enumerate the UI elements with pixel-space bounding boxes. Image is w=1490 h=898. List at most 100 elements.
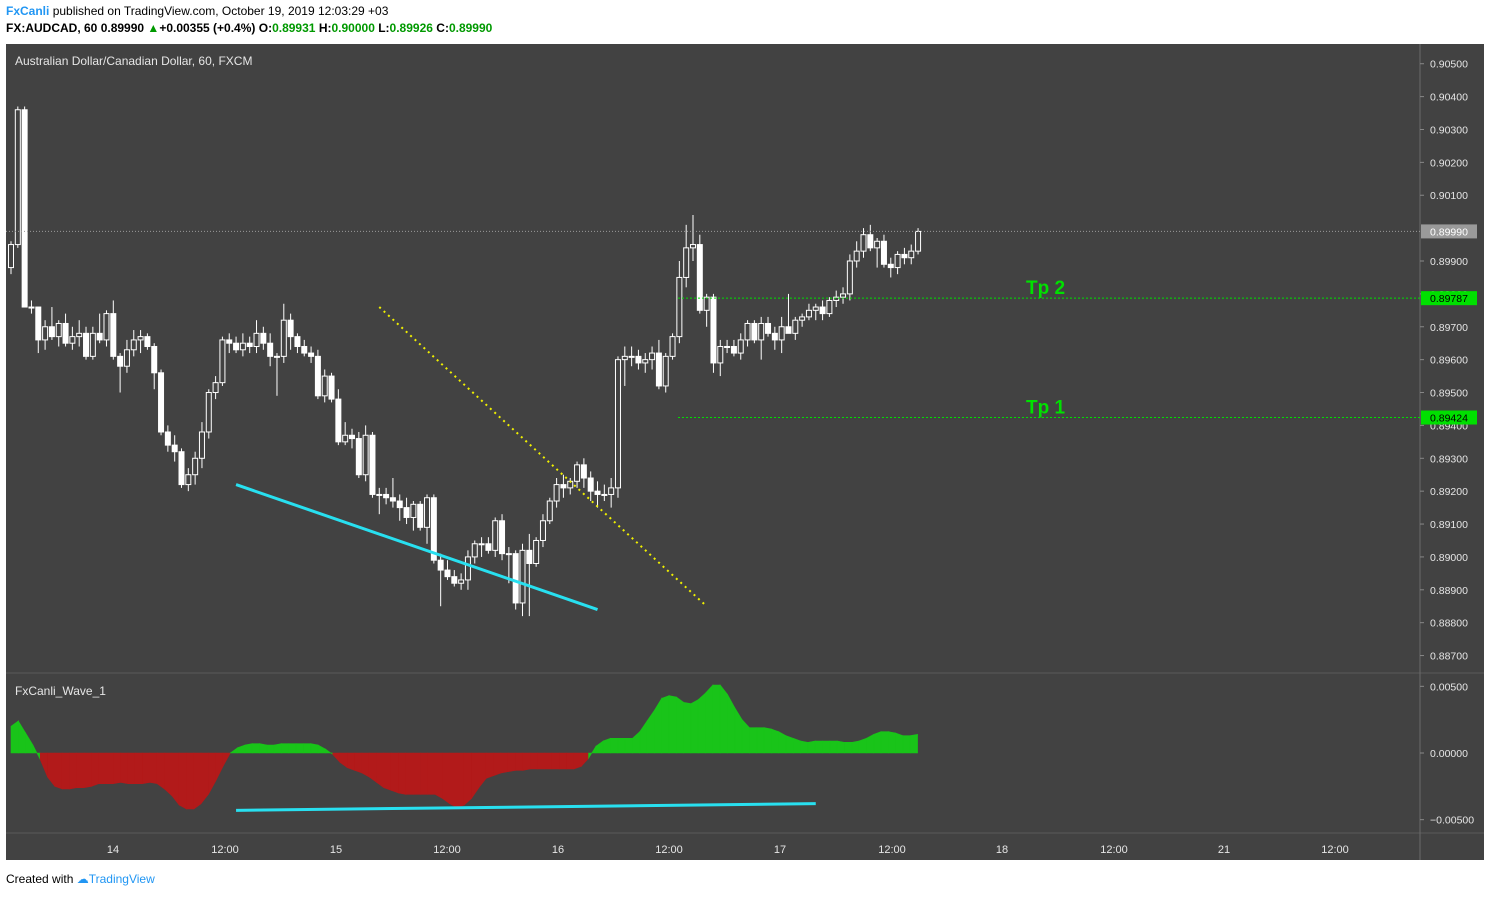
- wave-segment: [624, 738, 633, 754]
- candle-body: [608, 487, 615, 495]
- candle-body: [696, 244, 703, 311]
- wave-segment: [449, 752, 458, 809]
- wave-segment: [807, 740, 816, 754]
- candle-body: [321, 375, 328, 397]
- candle-body: [594, 490, 601, 495]
- candle-body: [253, 332, 260, 347]
- candle-body: [48, 326, 55, 338]
- author-link[interactable]: FxCanli: [6, 4, 50, 18]
- candle-body: [683, 247, 690, 278]
- candle-body: [239, 342, 246, 351]
- candle-body: [110, 313, 117, 357]
- wave-segment: [690, 699, 699, 754]
- candle-body: [901, 253, 908, 259]
- wave-segment: [880, 731, 889, 754]
- candle-body: [519, 549, 526, 604]
- x-tick-label: 12:00: [211, 844, 239, 856]
- wave-segment: [515, 752, 524, 771]
- wave-segment: [98, 752, 107, 784]
- candle-body: [915, 230, 922, 252]
- wave-segment: [697, 692, 706, 754]
- wave-segment: [544, 752, 553, 770]
- candle-body: [621, 355, 628, 361]
- wave-segment: [485, 752, 494, 779]
- y-tick-label: 0.90200: [1430, 157, 1468, 169]
- wave-segment: [771, 728, 779, 754]
- candle-body: [703, 296, 710, 311]
- candle-body: [355, 438, 362, 476]
- candle-body: [389, 497, 396, 502]
- candle-body: [887, 263, 894, 269]
- wave-segment: [193, 752, 202, 810]
- candle-body: [717, 345, 724, 364]
- footer: Created with ☁TradingView: [6, 872, 155, 886]
- candle-body: [76, 332, 83, 338]
- wave-segment: [434, 752, 443, 799]
- candle-body: [151, 345, 158, 374]
- candle-body: [14, 109, 21, 246]
- wave-segment: [668, 695, 677, 754]
- wave-segment: [361, 752, 370, 778]
- x-tick-label: 12:00: [655, 844, 683, 856]
- tradingview-brand[interactable]: TradingView: [88, 872, 155, 886]
- candle-body: [765, 322, 772, 334]
- y-tick-label: 0.88900: [1430, 585, 1468, 597]
- candle-body: [376, 493, 383, 496]
- candle-body: [83, 332, 90, 357]
- wave-segment: [507, 752, 516, 773]
- candle-body: [335, 398, 342, 443]
- tradingview-logo-icon[interactable]: ☁: [76, 872, 89, 886]
- oscillator-title: FxCanli_Wave_1: [15, 684, 106, 698]
- wave-segment: [91, 752, 100, 787]
- osc-tick-label: 0.00000: [1430, 748, 1468, 760]
- y-tick-label: 0.89300: [1430, 453, 1468, 465]
- candle-body: [430, 497, 437, 561]
- wave-segment: [54, 752, 63, 790]
- wave-segment: [800, 740, 809, 754]
- candle-body: [117, 355, 124, 367]
- wave-segment: [69, 752, 78, 790]
- candle-body: [840, 293, 847, 298]
- candle-body: [28, 306, 35, 309]
- wave-segment: [427, 752, 436, 795]
- wave-segment: [134, 752, 143, 784]
- candle-body: [280, 319, 287, 357]
- candle-body: [233, 342, 240, 351]
- candle-body: [464, 556, 471, 581]
- ohlc-info: FX:AUDCAD, 60 0.89990 ▲+0.00355 (+0.4%) …: [6, 21, 492, 35]
- wave-segment: [347, 752, 355, 771]
- wave-segment: [113, 752, 121, 785]
- candle-body: [267, 342, 274, 357]
- target-price-tag: [1421, 291, 1477, 306]
- candle-body: [580, 464, 587, 479]
- candle-body: [185, 474, 192, 486]
- target-label: Tp 2: [1026, 278, 1065, 299]
- wave-segment: [376, 752, 385, 789]
- candle-body: [362, 434, 369, 476]
- candle-body: [130, 339, 137, 351]
- symbol: FX:AUDCAD, 60: [6, 21, 98, 35]
- wave-segment: [902, 735, 911, 754]
- candle-body: [144, 336, 151, 347]
- candle-body: [212, 382, 219, 394]
- candle-body: [158, 372, 165, 433]
- wave-segment: [412, 752, 421, 795]
- support-trend-line: [235, 483, 599, 611]
- wave-segment: [858, 737, 867, 754]
- wave-segment: [354, 752, 363, 774]
- candle-body: [198, 431, 205, 459]
- wave-segment: [888, 731, 896, 754]
- close-label: C:: [436, 21, 449, 35]
- wave-segment: [551, 752, 560, 770]
- y-tick-label: 0.89100: [1430, 519, 1468, 531]
- wave-segment: [149, 752, 158, 785]
- wave-segment: [156, 752, 165, 790]
- x-tick-label: 12:00: [433, 844, 461, 856]
- candle-body: [505, 553, 512, 556]
- candle-body: [35, 306, 42, 341]
- candle-body: [894, 253, 901, 269]
- wave-segment: [281, 743, 290, 754]
- wave-segment: [778, 731, 787, 754]
- wave-segment: [529, 752, 538, 770]
